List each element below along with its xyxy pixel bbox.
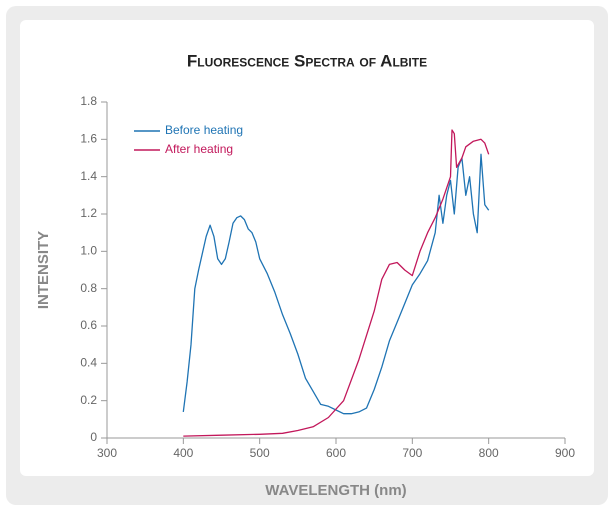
- series-line: [183, 129, 490, 437]
- x-tick-label: 800: [479, 446, 499, 460]
- x-tick-label: 300: [97, 446, 117, 460]
- y-tick-label: 0.4: [80, 356, 97, 370]
- y-tick-label: 1.6: [80, 132, 97, 146]
- y-tick-label: 1.0: [80, 244, 97, 258]
- y-tick-label: 1.2: [80, 206, 97, 220]
- y-tick-label: 1.8: [80, 94, 97, 108]
- x-tick-label: 600: [326, 446, 346, 460]
- y-tick-label: 0.8: [80, 281, 97, 295]
- series-line: [182, 153, 490, 415]
- plot-panel: [20, 20, 594, 476]
- y-tick-label: 0: [90, 430, 97, 444]
- chart-title: Fluorescence Spectra of Albite: [187, 51, 427, 70]
- y-axis-label: INTENSITY: [35, 231, 52, 309]
- legend-label: After heating: [165, 142, 233, 156]
- x-tick-label: 700: [402, 446, 422, 460]
- y-tick-label: 0.6: [80, 318, 97, 332]
- y-tick-label: 1.4: [80, 169, 97, 183]
- legend-label: Before heating: [165, 123, 243, 137]
- x-axis-label: WAVELENGTH (nm): [265, 482, 406, 499]
- x-tick-label: 900: [555, 446, 575, 460]
- x-tick-label: 400: [173, 446, 193, 460]
- x-tick-label: 500: [250, 446, 270, 460]
- y-tick-label: 0.2: [80, 393, 97, 407]
